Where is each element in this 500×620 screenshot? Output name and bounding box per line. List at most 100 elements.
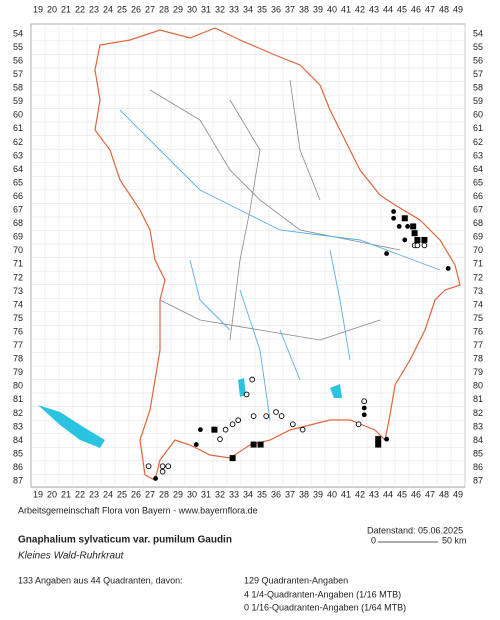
open-marker [222,426,229,433]
row-label: 54 [473,28,483,38]
row-label: 54 [13,28,23,38]
row-label: 73 [13,286,23,296]
column-label: 33 [229,4,239,14]
row-label: 80 [473,381,483,391]
column-label: 37 [285,4,295,14]
row-label: 81 [13,394,23,404]
row-label: 82 [473,408,483,418]
column-label: 22 [75,489,85,499]
district-borders [149,79,401,341]
column-label: 33 [229,489,239,499]
dot-marker [445,266,451,271]
column-label: 29 [173,489,183,499]
dot-marker [384,251,389,256]
scale-start: 0 [371,535,376,545]
dot-marker [361,412,367,418]
column-label: 20 [47,4,57,14]
column-label: 27 [145,4,155,14]
row-label: 72 [13,272,23,282]
dot-marker [198,427,203,433]
column-label: 19 [33,489,43,499]
row-label: 80 [13,381,23,391]
row-label: 66 [13,191,23,201]
column-label: 41 [341,489,351,499]
column-label: 34 [243,4,253,14]
row-label: 58 [13,83,23,93]
open-marker [249,376,256,383]
dot-marker [361,405,367,411]
row-label: 61 [473,123,483,133]
open-marker [159,463,166,470]
column-label: 34 [243,489,253,499]
open-marker [145,463,152,470]
column-label: 35 [257,489,267,499]
row-label: 59 [473,96,483,106]
row-label: 65 [13,177,23,187]
row-label: 74 [473,299,483,309]
square-marker [250,441,257,448]
credit: Arbeitsgemeinschaft Flora von Bayern - w… [18,505,258,515]
column-label: 41 [341,4,351,14]
row-label: 69 [473,232,483,242]
column-label: 29 [173,4,183,14]
open-marker [229,421,236,428]
column-label: 44 [383,489,393,499]
row-label: 64 [13,164,23,174]
column-label: 48 [439,4,449,14]
row-label: 56 [13,55,23,65]
column-label: 45 [397,489,407,499]
row-label: 67 [13,205,23,215]
subtitle: Kleines Wald-Ruhrkraut [18,551,125,562]
column-label: 38 [299,489,309,499]
column-label: 27 [145,489,155,499]
open-marker [414,242,421,249]
column-label: 19 [33,4,43,14]
row-label: 82 [13,408,23,418]
row-label: 68 [473,218,483,228]
column-label: 36 [271,489,281,499]
square-marker [410,223,417,230]
row-label: 59 [13,96,23,106]
open-marker [355,421,362,428]
state-border [94,27,461,481]
column-label: 35 [257,4,267,14]
square-marker [229,455,236,462]
column-label: 47 [425,4,435,14]
square-marker [257,441,264,448]
open-marker [278,413,285,419]
lake-constance [38,405,105,448]
row-label: 70 [473,245,483,255]
open-marker [299,426,306,433]
column-label: 46 [411,489,421,499]
open-marker [263,413,270,419]
square-marker [411,230,418,237]
column-label: 32 [215,489,225,499]
map-frame [30,23,466,488]
row-label: 63 [13,150,23,160]
column-label: 21 [61,489,71,499]
row-label: 74 [13,299,23,309]
row-label: 62 [13,137,23,147]
column-label: 25 [117,4,127,14]
column-label: 26 [131,489,141,499]
column-label: 25 [117,489,127,499]
column-label: 44 [383,4,393,14]
dot-marker [384,436,389,442]
column-label: 30 [187,4,197,14]
row-label: 86 [13,462,23,472]
row-label: 71 [13,259,23,269]
row-label: 87 [473,476,483,486]
column-label: 31 [201,4,211,14]
row-label: 79 [13,367,23,377]
column-label: 20 [47,489,57,499]
square-marker [414,236,421,243]
column-label: 49 [453,489,463,499]
row-label: 81 [473,394,483,404]
column-label: 42 [355,489,365,499]
row-label: 60 [13,110,23,120]
column-label: 32 [215,4,225,14]
row-label: 67 [473,205,483,215]
row-label: 65 [473,177,483,187]
detail: 129 Quadranten-Angaben [244,575,348,585]
column-label: 40 [327,4,337,14]
